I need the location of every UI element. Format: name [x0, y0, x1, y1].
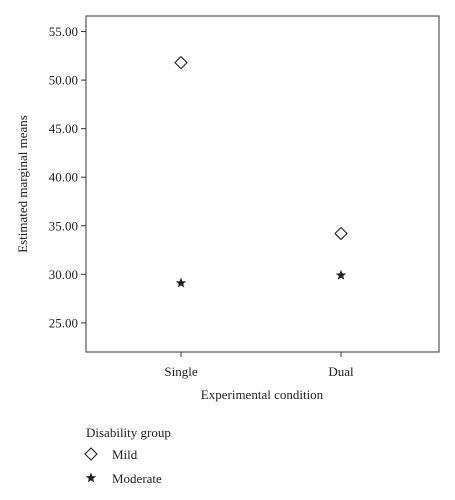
x-tick-label: Single [164, 364, 197, 379]
legend: Disability group Mild Moderate [84, 425, 171, 486]
legend-entry-mild: Mild [84, 447, 138, 462]
legend-entry-moderate: Moderate [85, 471, 162, 486]
x-axis-label: Experimental condition [201, 387, 324, 402]
data-point-moderate-single [175, 277, 187, 288]
plot-frame [85, 15, 440, 353]
x-axis: Single Dual [164, 352, 354, 379]
legend-title: Disability group [86, 425, 171, 440]
y-tick-label: 25.00 [49, 315, 78, 330]
legend-label-mild: Mild [112, 447, 138, 462]
y-tick-label: 45.00 [49, 121, 78, 136]
y-tick-label: 30.00 [49, 267, 78, 282]
y-axis-label: Estimated marginal means [15, 115, 30, 253]
data-point-moderate-dual [335, 269, 347, 280]
legend-label-moderate: Moderate [112, 471, 162, 486]
y-tick-label: 35.00 [49, 218, 78, 233]
data-point-mild-dual [334, 226, 348, 241]
x-tick-label: Dual [328, 364, 354, 379]
y-tick-label: 55.00 [49, 24, 78, 39]
y-tick-label: 50.00 [49, 73, 78, 88]
data-points [174, 55, 348, 288]
data-point-mild-single [174, 55, 188, 70]
diamond-marker-icon [84, 447, 98, 461]
y-tick-label: 40.00 [49, 170, 78, 185]
y-axis: 25.00 30.00 35.00 40.00 45.00 50.00 55.00 [49, 24, 86, 330]
star-marker-icon [85, 472, 97, 483]
